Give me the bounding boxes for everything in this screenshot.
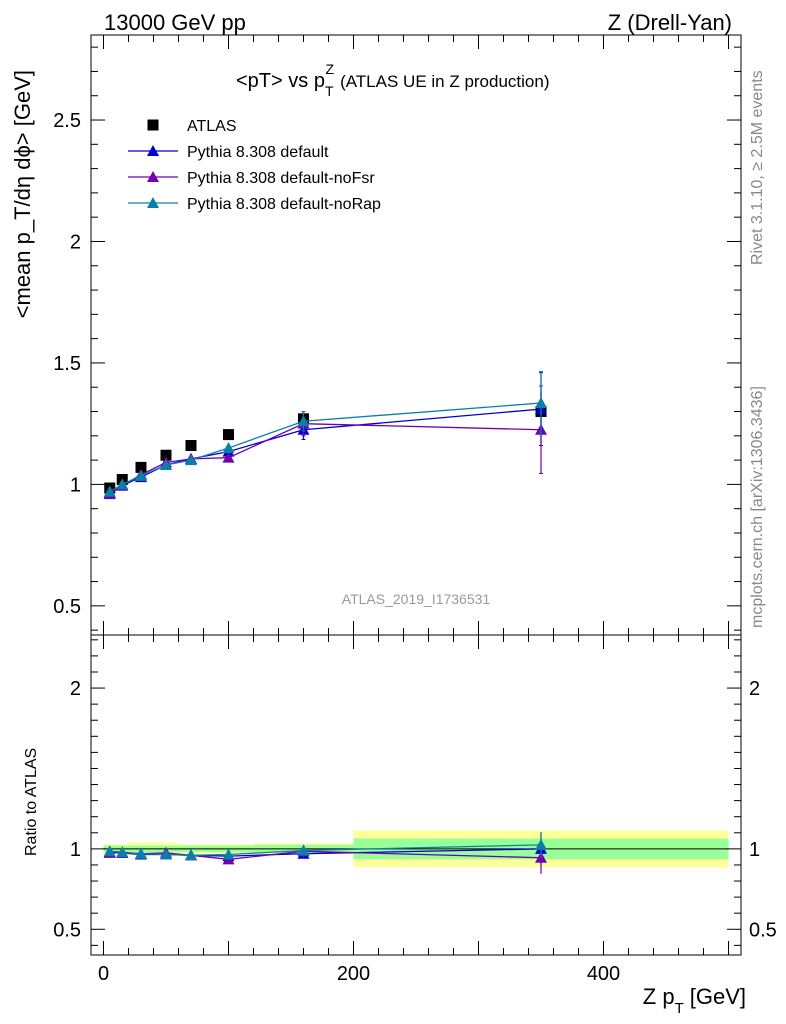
series-line [109, 423, 542, 495]
ratio-point [135, 847, 147, 859]
ratio-y-tick-label-left: 2 [70, 678, 81, 700]
ratio-point [535, 838, 547, 850]
header-right: Z (Drell-Yan) [608, 10, 732, 35]
data-point [135, 469, 147, 481]
main-legend: ATLAS Pythia 8.308 default Pythia 8.308 de… [128, 118, 381, 213]
legend-marker [147, 119, 159, 131]
arxiv-label: mcplots.cern.ch [arXiv:1306.3436] [749, 386, 766, 628]
ratio-series-2 [103, 831, 547, 861]
y-tick-label: 1 [70, 474, 81, 496]
legend-marker [147, 145, 159, 156]
data-point [185, 454, 197, 466]
series-2 [103, 385, 547, 500]
data-point [223, 429, 234, 441]
data-point [160, 458, 172, 470]
x-tick-label: 200 [337, 963, 370, 985]
ratio-y-tick-label-left: 0.5 [53, 919, 81, 941]
main-plot-area [103, 370, 547, 500]
legend-label: Pythia 8.308 default-noFsr [187, 170, 375, 187]
ratio-y-axis-label: Ratio to ATLAS [23, 748, 40, 856]
legend-marker [147, 171, 159, 182]
ratio-point [103, 845, 116, 857]
series-line [109, 408, 542, 494]
data-point [116, 478, 129, 490]
ratio-frame [90, 634, 742, 956]
ratio-y-tick-label-right: 0.5 [749, 919, 777, 941]
y-tick-label: 1.5 [53, 353, 81, 375]
series-3 [103, 370, 547, 497]
ratio-y-ticks: 0.5 0.5 1 1 2 2 [53, 639, 777, 946]
legend-entry: Pythia 8.308 default-noFsr [128, 170, 375, 187]
x-axis-label: Z pT [GeV] [643, 984, 746, 1017]
data-point [222, 441, 235, 453]
data-point [535, 397, 547, 409]
legend-label: Pythia 8.308 default-noRap [187, 196, 381, 213]
ratio-panel: 0.5 0.5 1 1 2 2 0 200 400 Ratio to ATLAS Z pT [G… [23, 634, 777, 1017]
ratio-y-tick-label-right: 1 [749, 839, 760, 861]
ratio-y-tick-label-left: 1 [70, 839, 81, 861]
ratio-y-tick-label-right: 2 [749, 678, 760, 700]
y-tick-label: 2 [70, 231, 81, 253]
legend-entry: ATLAS [147, 118, 237, 135]
x-tick-label: 400 [587, 963, 620, 985]
y-tick-label: 2.5 [53, 110, 81, 132]
x-tick-label: 0 [98, 963, 109, 985]
data-point [297, 415, 310, 427]
series-line [109, 402, 542, 493]
ratio-plot-area [103, 830, 729, 874]
ratio-point [297, 844, 310, 856]
main-panel: 0.5 1 1.5 2 2.5 <pT> vs pTZ(ATLAS UE in Z pr… [10, 34, 742, 636]
header-left: 13000 GeV pp [104, 10, 246, 35]
data-point [160, 449, 172, 461]
main-x-ticks [103, 35, 729, 635]
main-y-ticks: 0.5 1 1.5 2 2.5 [53, 46, 741, 631]
main-y-axis-label: <mean p_T/dη dϕ> [GeV] [10, 70, 35, 318]
ratio-point [222, 848, 235, 860]
legend-entry: Pythia 8.308 default-noRap [128, 196, 381, 213]
data-point [222, 451, 235, 463]
main-title: <pT> vs pTZ(ATLAS UE in Z production) [236, 61, 550, 99]
legend-marker [147, 197, 159, 208]
ratio-point [116, 846, 129, 858]
legend-label: Pythia 8.308 default [187, 144, 329, 161]
data-point [135, 461, 147, 473]
ratio-x-ticks: 0 200 400 [98, 635, 729, 985]
legend-entry: Pythia 8.308 default [128, 144, 329, 161]
y-tick-label: 0.5 [53, 596, 81, 618]
ratio-point [185, 849, 197, 861]
ratio-point [160, 848, 172, 860]
data-point [103, 485, 116, 497]
watermark: ATLAS_2019_I1736531 [342, 591, 491, 607]
legend-label: ATLAS [187, 118, 237, 135]
data-point [185, 440, 197, 452]
series-1 [103, 372, 547, 498]
rivet-version-label: Rivet 3.1.10, ≥ 2.5M events [749, 70, 766, 265]
